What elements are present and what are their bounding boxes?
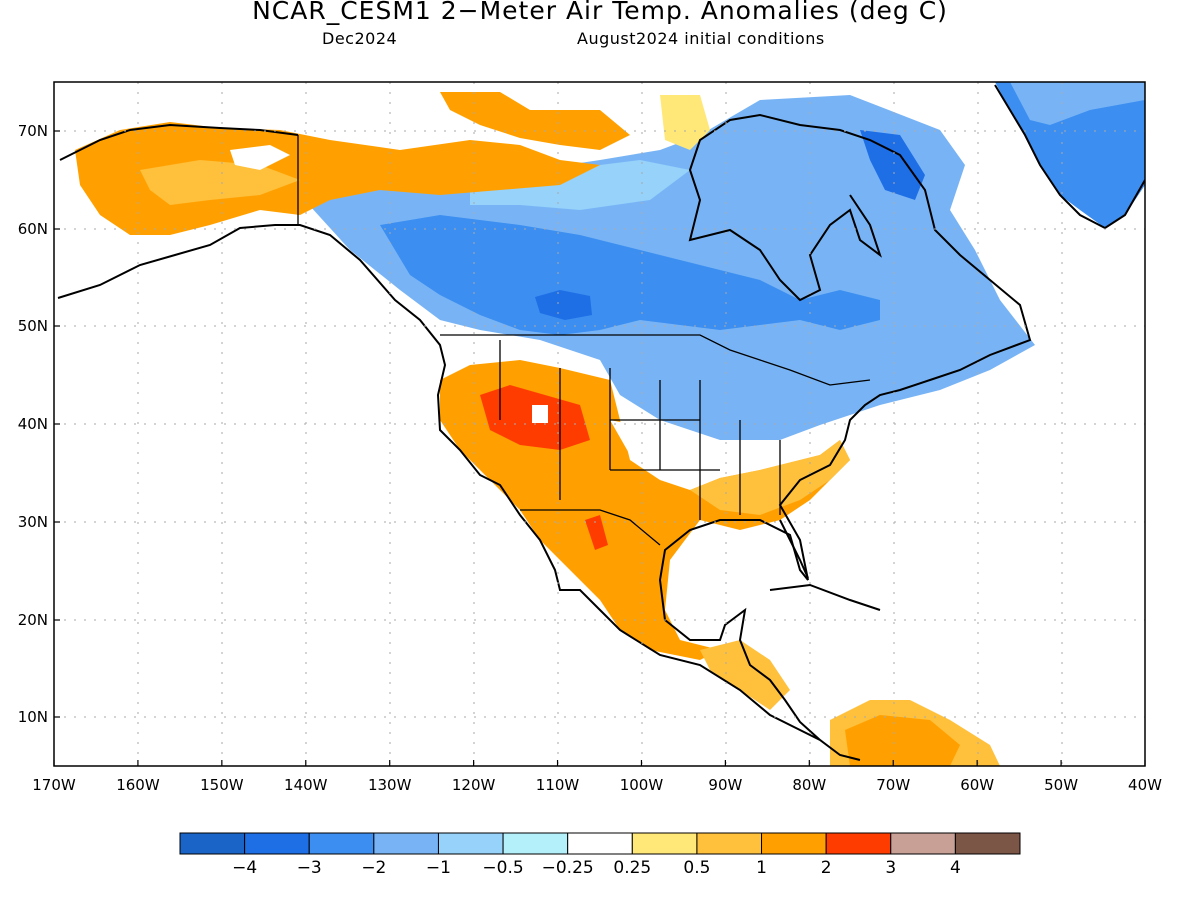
greenland-coastline xyxy=(994,84,1145,230)
lat-tick-label: 10N xyxy=(18,708,48,726)
colorbar-label: 0.5 xyxy=(683,858,710,878)
colorbar-swatch xyxy=(696,832,763,855)
florida-coastline xyxy=(779,519,809,579)
colorbar-swatch xyxy=(437,832,504,855)
chart-title: NCAR_CESM1 2−Meter Air Temp. Anomalies (… xyxy=(252,0,948,25)
lon-tick-label: 70W xyxy=(876,776,910,794)
alaska-coastline xyxy=(59,123,299,161)
lon-tick-label: 80W xyxy=(792,776,826,794)
initial-conditions: August2024 initial conditions xyxy=(577,29,825,48)
colorbar-label: −2 xyxy=(361,858,386,878)
colorbar-swatch xyxy=(308,832,375,855)
anomaly-fields xyxy=(75,82,1145,766)
hudson-region-light xyxy=(470,160,690,210)
colorbar-swatch xyxy=(244,832,310,855)
lat-tick-label: 30N xyxy=(18,513,48,531)
lat-tick-label: 60N xyxy=(18,220,48,238)
colorbar-label: 2 xyxy=(821,858,832,878)
central-america-anomaly xyxy=(700,640,790,710)
lon-tick-label: 170W xyxy=(32,776,76,794)
arctic-islands-light xyxy=(660,95,710,150)
colorbar-swatch xyxy=(761,832,827,855)
colorbar-swatch xyxy=(631,832,698,855)
colorbar-swatch xyxy=(502,832,569,855)
colorbar-label: 3 xyxy=(885,858,896,878)
lon-tick-label: 90W xyxy=(708,776,742,794)
canada-anomaly xyxy=(380,215,880,335)
colorbar-swatch xyxy=(567,832,633,855)
lon-tick-label: 120W xyxy=(452,776,496,794)
lon-tick-label: 130W xyxy=(368,776,412,794)
greenland-anomaly-light xyxy=(1010,82,1145,125)
mexico-hot xyxy=(585,515,608,550)
colorbar-swatch xyxy=(373,832,439,855)
alaska-anomaly-light xyxy=(140,160,300,205)
us-canada-border xyxy=(440,334,871,386)
latitude-ticks: 70N 60N 50N 40N 30N 20N 10N xyxy=(18,122,60,726)
colorbar-label: −3 xyxy=(297,858,322,878)
colorbar-label: 1 xyxy=(756,858,767,878)
colorbar-label: −4 xyxy=(232,858,257,878)
arctic-islands-anomaly xyxy=(440,92,630,150)
north-america-coastline xyxy=(57,113,1032,761)
colorbar-label: −0.5 xyxy=(482,858,523,878)
graticule xyxy=(54,82,1145,766)
forecast-month: Dec2024 xyxy=(322,29,398,48)
colorbar-label: 0.25 xyxy=(613,858,651,878)
lon-tick-label: 150W xyxy=(200,776,244,794)
lat-tick-label: 20N xyxy=(18,611,48,629)
colorbar-swatch xyxy=(825,832,892,855)
gulf-coast-light xyxy=(690,440,850,515)
lon-tick-label: 140W xyxy=(284,776,328,794)
colorbar-labels: −4 −3 −2 −1 −0.5 −0.25 0.25 0.5 1 2 3 4 xyxy=(232,858,961,878)
canada-anomaly-strong xyxy=(535,290,592,320)
colorbar-swatch xyxy=(954,832,1021,855)
lon-tick-label: 50W xyxy=(1044,776,1078,794)
colorbar-swatch xyxy=(179,832,246,855)
south-america-warm xyxy=(845,715,960,766)
cuba-coastline xyxy=(769,583,881,611)
colorbar-label: −0.25 xyxy=(542,858,594,878)
lat-tick-label: 40N xyxy=(18,415,48,433)
longitude-ticks: 170W 160W 150W 140W 130W 120W 110W 100W 90W 80W 70… xyxy=(32,760,1162,794)
lat-tick-label: 70N xyxy=(18,122,48,140)
northeast-canada-strong xyxy=(860,130,925,200)
alaska-warm-white xyxy=(230,145,290,170)
alaska-anomaly xyxy=(75,122,600,235)
political-boundaries xyxy=(297,135,871,546)
colorbar-label: 4 xyxy=(950,858,961,878)
us-state-lines xyxy=(499,340,781,520)
coastlines xyxy=(57,84,1145,761)
lon-tick-label: 110W xyxy=(536,776,580,794)
lon-tick-label: 60W xyxy=(960,776,994,794)
colorbar xyxy=(179,832,1021,855)
us-mexico-border xyxy=(520,509,661,546)
nevada-cool-spot xyxy=(532,405,548,423)
colorbar-label: −1 xyxy=(426,858,451,878)
lon-tick-label: 40W xyxy=(1128,776,1162,794)
colorbar-swatch xyxy=(890,832,956,855)
lon-tick-label: 100W xyxy=(620,776,664,794)
lon-tick-label: 160W xyxy=(116,776,160,794)
lat-tick-label: 50N xyxy=(18,317,48,335)
